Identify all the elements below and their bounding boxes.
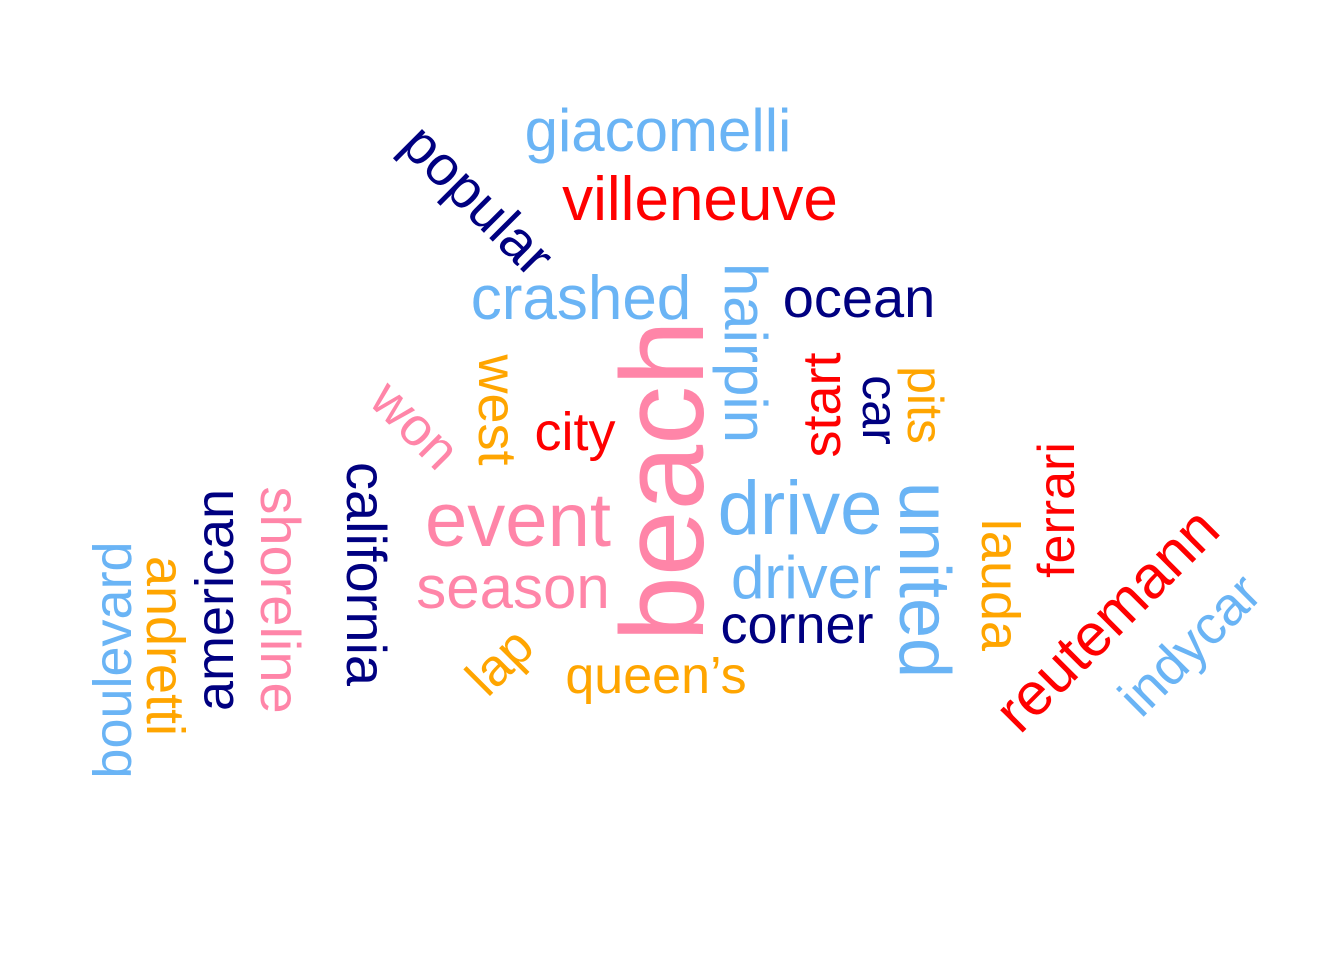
word-drive: drive [717, 466, 883, 551]
word-shoreline: shoreline [249, 486, 312, 714]
word-andretti: andretti [135, 555, 195, 737]
word-american: american [185, 488, 245, 712]
word-corner: corner [720, 595, 874, 655]
word-united: united [884, 481, 964, 679]
word-pits: pits [897, 366, 953, 444]
word-driver: driver [730, 544, 882, 611]
word-crashed: crashed [470, 264, 692, 333]
word-west: west [467, 354, 527, 466]
word-event: event [425, 478, 611, 563]
word-ocean: ocean [782, 266, 936, 329]
word-ferrari: ferrari [1028, 442, 1086, 578]
word-boulevard: boulevard [83, 541, 143, 779]
word-villeneuve: villeneuve [562, 165, 838, 234]
word-california: california [335, 461, 398, 687]
word-queens: queen’s [565, 647, 747, 705]
word-lap: lap [454, 616, 546, 708]
word-city: city [534, 402, 616, 462]
word-start: start [792, 352, 852, 458]
word-season: season [416, 554, 610, 621]
word-giacomelli: giacomelli [524, 97, 792, 164]
word-lauda: lauda [970, 518, 1030, 652]
word-beach: beach [597, 320, 729, 642]
